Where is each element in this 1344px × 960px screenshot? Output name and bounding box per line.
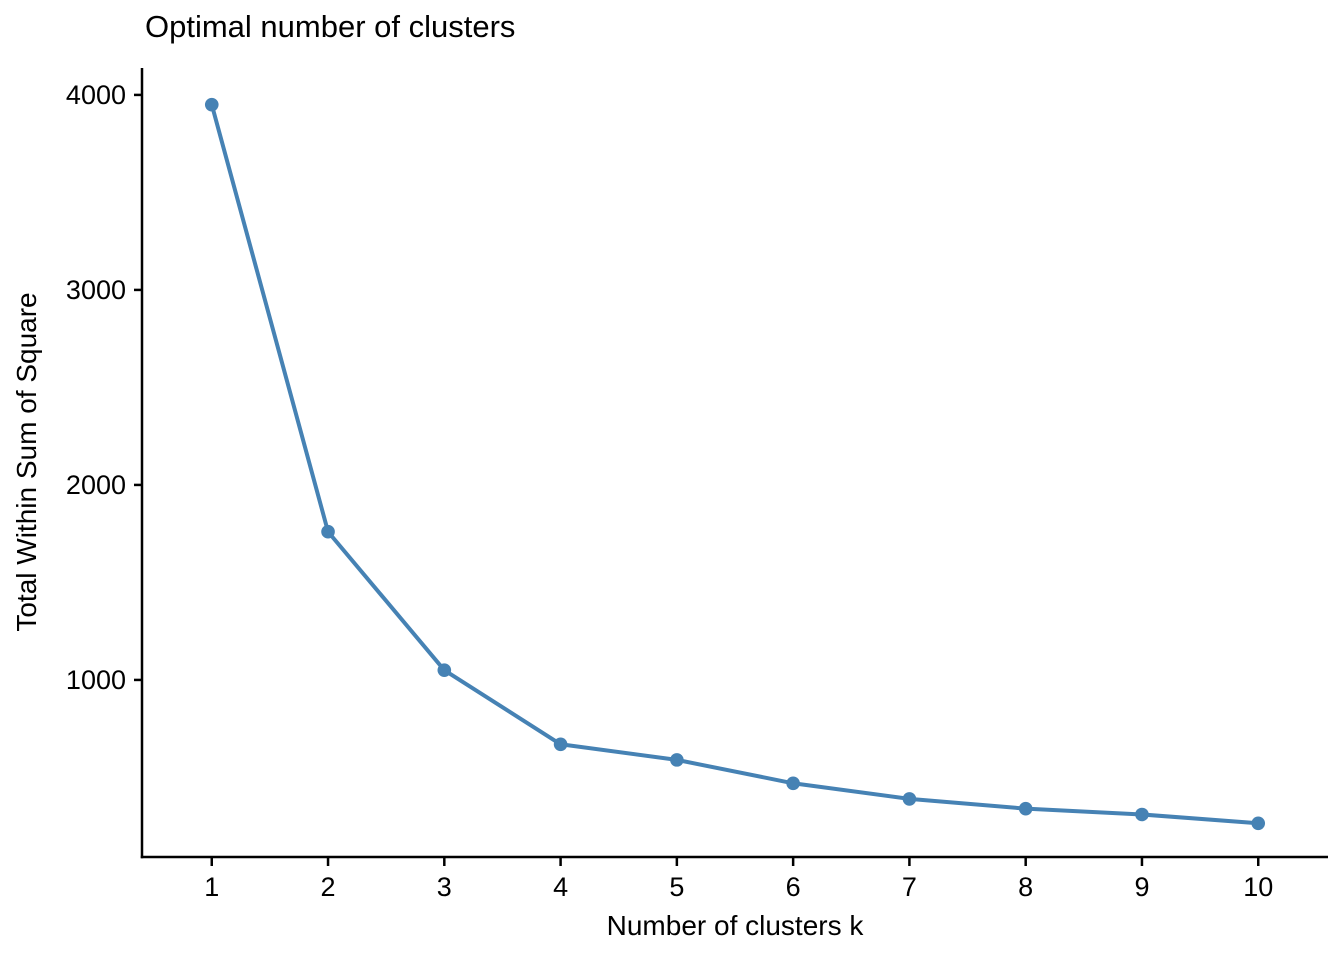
data-point [204,97,219,112]
data-point [1135,807,1149,822]
data-point [786,776,800,791]
data-point [902,792,917,806]
y-tick-label: 3000 [66,275,126,305]
x-tick-label: 2 [321,872,336,902]
data-point [1251,816,1266,831]
x-tick-label: 9 [1134,872,1149,902]
data-point [321,524,335,539]
y-tick-label: 4000 [66,80,126,110]
chart-title: Optimal number of clusters [145,9,516,44]
y-axis-title: Total Within Sum of Square [11,292,42,632]
x-tick-label: 4 [553,872,568,902]
data-point [1018,801,1033,816]
x-tick-label: 7 [902,872,917,902]
data-point [437,663,452,677]
y-tick-label: 1000 [66,665,126,695]
data-point [670,753,684,767]
x-tick-label: 3 [437,872,452,902]
wss-line [209,102,1261,826]
data-point [553,737,568,752]
x-tick-label: 1 [204,872,219,902]
x-tick-label: 10 [1243,872,1273,902]
x-tick-label: 5 [669,872,684,902]
x-axis-title: Number of clusters k [606,910,864,941]
x-tick-label: 8 [1018,872,1033,902]
x-tick-label: 6 [786,872,801,902]
y-tick-label: 2000 [66,470,126,500]
